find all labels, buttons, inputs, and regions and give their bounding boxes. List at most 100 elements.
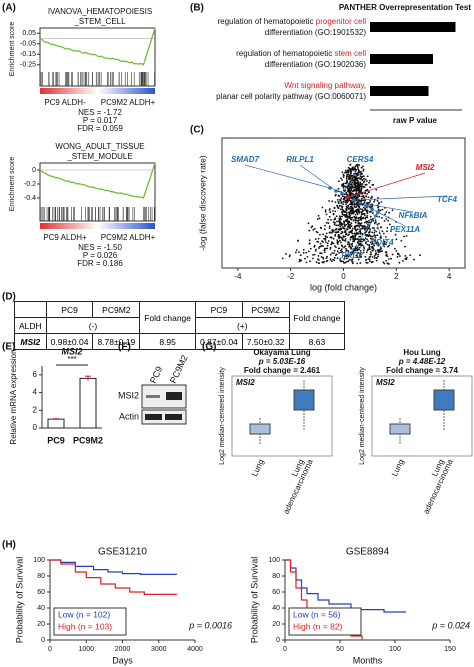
point [357,181,360,184]
point [359,228,362,231]
x-tick-label: 3000 [151,646,167,653]
point [342,227,345,230]
km-curve [285,559,406,613]
point [351,181,353,184]
point [359,255,361,258]
point [395,238,398,241]
x-tick-label: 50 [336,646,344,653]
point [341,215,343,218]
rank-bar [40,88,155,94]
cell: (-) [45,317,141,334]
point [369,248,371,251]
point [349,215,352,217]
point [324,235,327,237]
point [341,211,343,214]
point [355,206,358,208]
point [348,185,351,188]
point [369,199,372,202]
point [317,214,320,217]
point [341,206,344,208]
point [403,235,405,238]
point [337,224,340,227]
leader [351,211,379,253]
point [326,242,329,245]
point [362,206,365,209]
point [349,169,352,172]
point [398,261,401,264]
point [337,231,340,234]
point [325,257,328,259]
point [364,233,367,236]
point [347,207,350,210]
panel-label: (E) [2,342,15,353]
point [349,163,352,166]
point [361,195,363,198]
point [362,225,365,228]
point [368,231,371,234]
gene-point [376,210,380,214]
point [331,200,334,203]
point [356,256,359,259]
point [371,196,373,199]
point [356,238,358,241]
point [335,224,338,227]
dataset-title: Hou Lung [403,348,440,357]
point [360,186,363,188]
point [343,220,345,223]
point [339,259,342,262]
point [313,253,316,256]
term-label: planar cell polarity pathway (GO:0060071… [216,92,366,101]
category-label: Lung [390,458,406,478]
point [354,175,357,178]
point [314,238,317,241]
point [329,208,331,210]
point [354,214,357,216]
km-curve [50,559,177,575]
point [368,191,370,193]
point [340,218,342,221]
point [353,189,356,192]
point [329,258,332,261]
chart-title: PANTHER Overrepresentation Test [339,3,472,12]
point [326,244,329,247]
term-label: regulation of hematopoietic stem cell [236,49,366,58]
point [366,262,369,264]
point [347,166,350,169]
y-tick-label: 40 [37,605,45,612]
point [386,227,389,229]
point [350,231,353,234]
point [319,242,322,245]
point [388,211,390,214]
point [351,242,353,245]
point [366,211,368,213]
point [376,199,379,202]
point [364,192,366,195]
point [372,243,375,246]
point [361,210,364,213]
point [329,246,332,249]
point [376,249,379,251]
y-tick-label: 0 [41,637,45,644]
y-axis-label: Enrichment score [9,157,16,212]
point [378,216,381,218]
point [312,257,314,260]
point [356,213,359,216]
point [381,217,383,219]
point [309,247,312,250]
point [326,247,329,250]
point [347,260,350,262]
point [350,172,352,175]
x-axis-label: Months [353,655,383,665]
point [323,237,325,240]
point [341,183,343,186]
point [363,201,366,204]
x-tick-label: 2 [394,272,399,281]
point [351,211,354,214]
point [369,215,372,218]
point [351,258,354,261]
point [373,257,376,259]
point [359,216,362,219]
point [372,238,374,240]
point [341,208,344,210]
point [336,239,339,242]
